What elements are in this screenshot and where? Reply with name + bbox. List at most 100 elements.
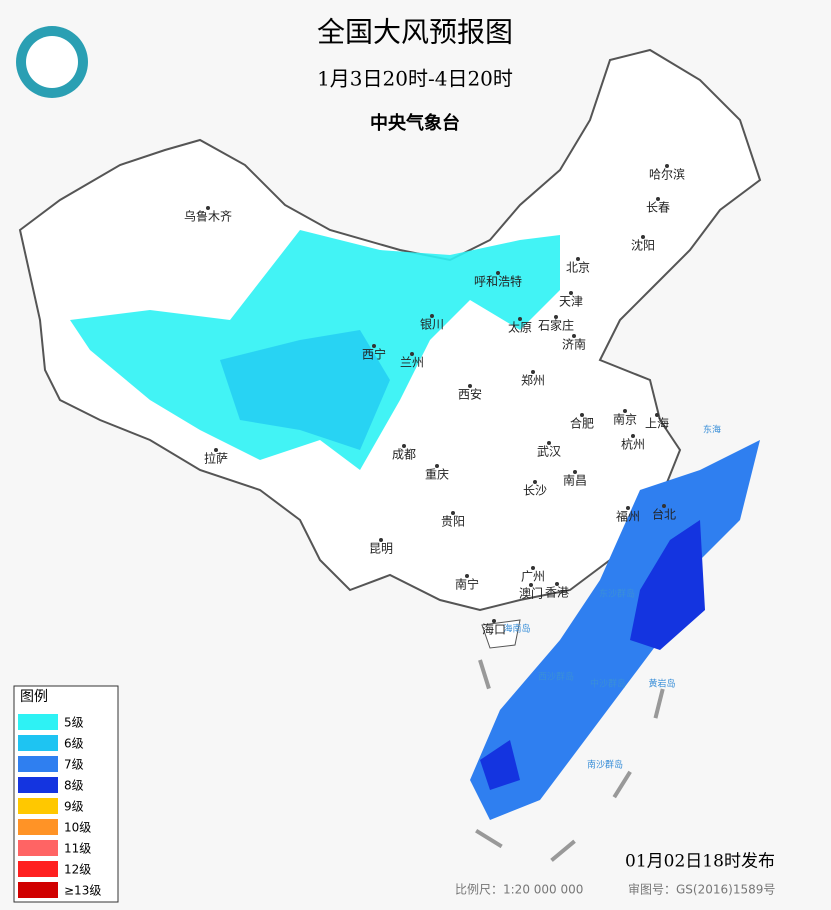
map-label: 东海 [703, 424, 721, 436]
city-dot [430, 314, 434, 318]
city-label: 济南 [562, 337, 586, 352]
city-dot [572, 334, 576, 338]
city-dot [656, 197, 660, 201]
city-dot [547, 441, 551, 445]
city-label: 广州 [521, 570, 545, 584]
map-label: 黄岩岛 [648, 678, 675, 690]
city-dot [555, 582, 559, 586]
legend-swatch [18, 735, 58, 751]
city-label: 哈尔滨 [649, 167, 685, 182]
scale: 比例尺：1:20 000 000 [455, 883, 583, 897]
city-dot [451, 511, 455, 515]
city-label: 郑州 [521, 373, 545, 388]
issue-time: 01月02日18时发布 [625, 852, 775, 872]
city-dot [623, 409, 627, 413]
city-label: 台北 [652, 507, 676, 522]
city-label: 澳门 [519, 586, 543, 601]
city-label: 西安 [458, 387, 482, 402]
map-label: 西沙群岛 [538, 671, 574, 683]
city-label: 武汉 [537, 445, 561, 459]
logo-inner [26, 36, 78, 88]
city-label: 南昌 [563, 473, 587, 488]
legend-label: 5级 [64, 716, 84, 730]
city-label: 呼和浩特 [474, 274, 522, 289]
city-dot [554, 315, 558, 319]
legend-swatch [18, 819, 58, 835]
city-label: 兰州 [400, 356, 424, 370]
city-label: 石家庄 [538, 318, 574, 333]
city-label: 长春 [646, 201, 670, 215]
city-dot [496, 271, 500, 275]
city-dot [641, 235, 645, 239]
legend-swatch [18, 714, 58, 730]
city-label: 沈阳 [631, 238, 655, 253]
city-dot [531, 566, 535, 570]
map-label: 东沙群岛 [599, 588, 635, 600]
legend-swatch [18, 777, 58, 793]
legend-label: 9级 [64, 800, 84, 814]
city-label: 昆明 [369, 542, 393, 556]
city-label: 贵阳 [441, 515, 465, 529]
city-dot [492, 619, 496, 623]
city-label: 重庆 [425, 468, 449, 482]
legend-swatch [18, 882, 58, 898]
city-dot [402, 444, 406, 448]
legend-label: ≥13级 [64, 884, 101, 898]
city-dot [662, 504, 666, 508]
city-label: 北京 [566, 261, 590, 275]
map-label: 海南岛 [503, 623, 530, 635]
city-label: 杭州 [621, 437, 645, 452]
city-label: 南京 [613, 412, 637, 427]
legend-swatch [18, 756, 58, 772]
city-dot [214, 448, 218, 452]
city-dot [372, 344, 376, 348]
city-label: 长沙 [523, 484, 547, 498]
city-dot [468, 384, 472, 388]
city-dot [465, 574, 469, 578]
legend-label: 12级 [64, 863, 91, 877]
map-label: 中沙群岛 [590, 678, 626, 690]
city-dot [626, 506, 630, 510]
city-dot [379, 538, 383, 542]
city-dot [529, 583, 533, 587]
approval: 审图号：GS(2016)1589号 [628, 882, 775, 897]
agency: 中央气象台 [370, 112, 460, 134]
city-dot [655, 413, 659, 417]
wind-area-8 [480, 520, 705, 790]
city-dot [531, 370, 535, 374]
city-label: 太原 [508, 320, 532, 335]
city-dot [569, 291, 573, 295]
city-dot [573, 470, 577, 474]
city-label: 乌鲁木齐 [184, 209, 232, 224]
city-label: 西宁 [362, 347, 386, 362]
city-dot [580, 413, 584, 417]
city-label: 香港 [545, 586, 569, 600]
city-dot [410, 352, 414, 356]
map-label: 南沙群岛 [587, 759, 623, 771]
period: 1月3日20时-4日20时 [317, 67, 513, 91]
legend-title: 图例 [20, 689, 48, 705]
city-label: 上海 [645, 416, 669, 431]
city-dot [665, 164, 669, 168]
city-dot [631, 434, 635, 438]
legend-label: 8级 [64, 779, 84, 793]
city-dot [518, 317, 522, 321]
city-label: 银川 [420, 318, 444, 332]
title: 全国大风预报图 [317, 16, 513, 49]
city-label: 海口 [482, 622, 506, 637]
legend-label: 7级 [64, 758, 84, 772]
legend-label: 10级 [64, 821, 91, 835]
wind-area-6 [220, 330, 390, 450]
city-label: 天津 [559, 295, 583, 309]
hainan [481, 619, 521, 649]
city-dot [206, 206, 210, 210]
legend-label: 6级 [64, 737, 84, 751]
city-label: 拉萨 [204, 451, 228, 466]
legend-swatch [18, 861, 58, 877]
legend-label: 11级 [64, 842, 91, 856]
city-dot [533, 480, 537, 484]
city-dot [435, 464, 439, 468]
city-label: 合肥 [570, 416, 594, 431]
city-label: 福州 [616, 509, 640, 524]
